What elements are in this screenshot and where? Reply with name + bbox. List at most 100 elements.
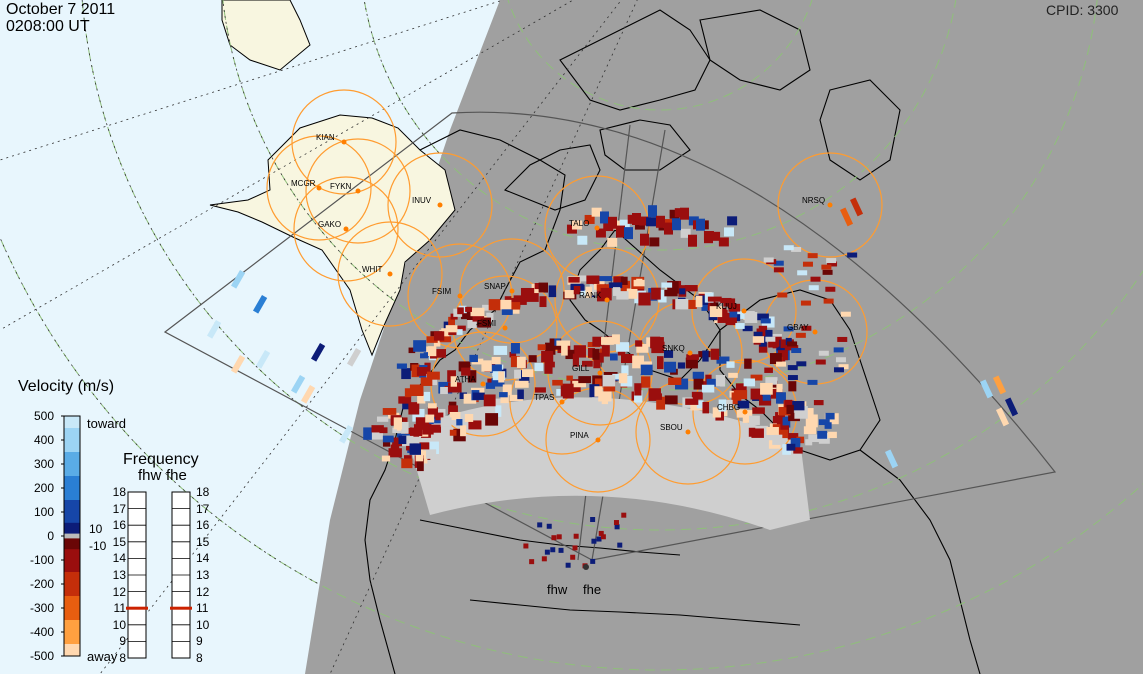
station-ring-mcgr [266, 135, 372, 241]
radar-sites [583, 564, 589, 570]
frequency-tick-label: 8 [196, 651, 203, 665]
station-label-gbay: GBAY [787, 323, 809, 332]
velocity-tick-label: -300 [29, 601, 54, 615]
station-dot-snkq [687, 350, 693, 356]
velocity-swatch [64, 644, 80, 657]
dead-band-lower: -10 [89, 539, 107, 553]
station-dot-whit [387, 271, 393, 277]
frequency-tick-label: 18 [112, 485, 126, 499]
velocity-swatch [64, 572, 80, 597]
station-label-gako: GAKO [318, 220, 341, 229]
velocity-away-label: away [87, 649, 118, 664]
frequency-tick-label: 15 [112, 534, 126, 549]
station-ring-whit [337, 221, 443, 327]
velocity-swatch [64, 522, 80, 537]
station-dot-nrsq [827, 202, 833, 208]
station-label-sbou: SBOU [660, 423, 683, 432]
velocity-swatch [64, 452, 80, 477]
night-side [305, 0, 1143, 674]
station-ring-fsim [407, 243, 513, 349]
backscatter-cells [207, 197, 1019, 569]
station-dot-gill [597, 370, 603, 376]
velocity-swatch [64, 620, 80, 645]
dead-band-upper: 10 [89, 522, 103, 536]
station-label-fykn: FYKN [330, 182, 352, 191]
station-label-nrsq: NRSQ [802, 196, 825, 205]
frequency-legend-title: Frequency [123, 451, 199, 468]
station-ring-gako [293, 176, 399, 282]
station-label-chbg: CHBG [717, 403, 740, 412]
velocity-tick-label: -500 [29, 649, 54, 663]
frequency-tick-label: 10 [196, 617, 210, 632]
frequency-tick-label: 12 [196, 584, 210, 599]
station-label-gill: GILL [572, 364, 590, 373]
velocity-tick-label: 100 [33, 505, 54, 519]
velocity-tick-label: -400 [29, 625, 54, 639]
station-dot-chbg [742, 409, 748, 415]
velocity-swatch [64, 549, 80, 573]
station-dot-snap [509, 288, 515, 294]
velocity-swatch [64, 596, 80, 621]
frequency-tick-label: 10 [112, 617, 126, 632]
frequency-tick-label: 13 [112, 568, 126, 582]
frequency-tick-label: 9 [196, 634, 203, 649]
longitude-lines [0, 0, 638, 674]
frequency-tick-label: 16 [196, 518, 210, 533]
station-markers: KIAN MCGR FYKN GAKO INUV WHIT TALO NRSQ FSIM SNAP… [291, 133, 833, 443]
station-ring-nrsq [777, 152, 883, 258]
velocity-swatch [64, 476, 80, 501]
station-dot-inuv [437, 202, 443, 208]
station-label-kian: KIAN [316, 133, 335, 142]
station-label-whit: WHIT [362, 265, 383, 274]
station-label-fsim: FSIM [432, 287, 451, 296]
frequency-marker-fhw [126, 606, 148, 610]
station-dot-rank [604, 297, 610, 303]
station-dot-talo [594, 225, 600, 231]
velocity-tick-label: 200 [33, 481, 54, 495]
radar-label-west: fhw [547, 582, 568, 597]
frequency-tick-label: 18 [196, 485, 210, 499]
velocity-tick-label: 0 [47, 529, 54, 543]
frequency-tick-label: 9 [119, 634, 126, 649]
frequency-tick-label: 8 [119, 651, 126, 665]
frequency-tick-label: 11 [196, 601, 209, 616]
station-dot-tpas [559, 399, 565, 405]
station-dot-kuuj [741, 308, 747, 314]
station-label-mcgr: MCGR [291, 179, 316, 188]
station-label-tpas: TPAS [534, 393, 554, 402]
frequency-col-fhe: fhe [166, 467, 187, 484]
station-label-inuv: INUV [412, 196, 432, 205]
velocity-toward-label: toward [87, 416, 127, 431]
velocity-tick-label: -200 [29, 577, 54, 591]
velocity-tick-label: 500 [33, 409, 54, 423]
station-dot-gako [343, 226, 349, 232]
time-label: 0208:00 UT [6, 18, 90, 35]
station-dot-mcgr [316, 185, 322, 191]
frequency-tick-label: 13 [196, 568, 210, 582]
frequency-col-fhw: fhw [138, 467, 162, 484]
velocity-colorbar [61, 415, 81, 657]
frequency-tick-label: 11 [113, 601, 126, 616]
station-ring-kuuj [691, 258, 797, 364]
station-dot-fsim [457, 293, 463, 299]
station-ring-fykn [305, 138, 411, 244]
station-dot-sbou [685, 429, 691, 435]
station-dot-gbay [812, 329, 818, 335]
velocity-tick-label: 400 [33, 433, 54, 447]
station-label-fsmi: FSMI [477, 319, 496, 328]
frequency-tick-label: 14 [196, 551, 210, 566]
frequency-scale [126, 491, 192, 659]
station-dot-fsmi [502, 325, 508, 331]
station-ring-inuv [387, 152, 493, 258]
station-ring-snap [459, 238, 565, 344]
station-label-snkq: SNKQ [662, 344, 685, 353]
velocity-tick-label: -100 [29, 553, 54, 567]
cpid-label: CPID: 3300 [1046, 2, 1119, 18]
frequency-tick-label: 17 [196, 501, 210, 516]
date-label: October 7 2011 [6, 1, 116, 18]
station-dot-kian [341, 139, 347, 145]
velocity-swatch [64, 536, 80, 550]
frequency-tick-label: 12 [112, 584, 126, 599]
